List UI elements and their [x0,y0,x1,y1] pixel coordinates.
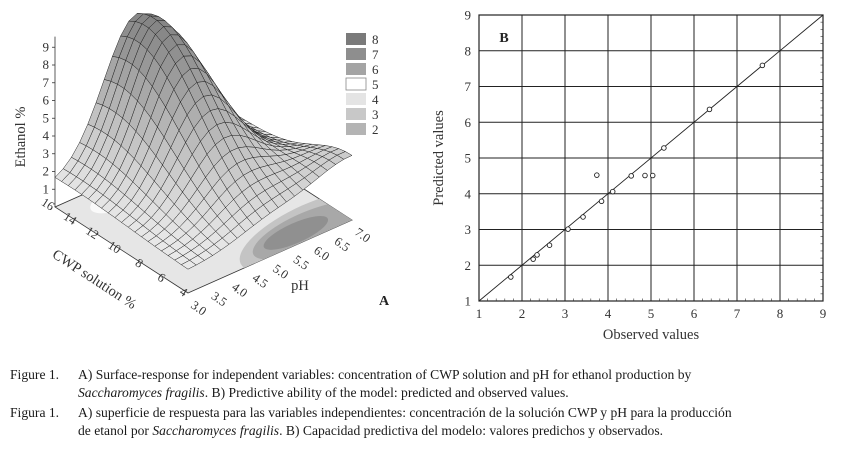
data-point [594,172,600,178]
data-point [661,145,667,151]
x-tick-label: 6 [691,306,698,321]
z-tick-label: 5 [43,110,50,125]
x-tick-label: 3 [562,306,569,321]
x-tick-label: 2 [519,306,526,321]
data-point [642,172,648,179]
scatter-plot-b: 1 2 3 4 5 6 7 8 9 1 2 3 4 5 6 7 8 9 Observed values Predict… [431,8,827,344]
legend-swatch [346,123,366,135]
legend-label: 4 [372,92,379,107]
caption-es: Figura 1. A) superficie de respuesta para… [10,404,732,440]
x-tick-label: 1 [476,306,483,321]
data-point [580,214,586,220]
legend-swatch [346,93,366,105]
y-tick-label: 3 [465,222,472,237]
y-tick-label: 6 [465,115,472,130]
legend-label: 2 [372,122,379,137]
x-tick-label: 9 [820,306,827,321]
caption-en-label: Figure 1. [10,367,60,382]
y-tick-label: 2 [465,258,472,273]
data-point [508,274,514,280]
caption-es-line2: . B) Capacidad predictiva del modelo: va… [279,423,664,438]
caption-es-species: Saccharomyces fragilis [152,423,280,438]
x-tick-label: 8 [777,306,784,321]
caption-en-line1: A) Surface-response for independent vari… [78,367,692,382]
z-tick-label: 2 [43,164,50,179]
legend-label: 3 [372,107,379,122]
z-tick-label: 1 [43,181,50,196]
x-axis-label: Observed values [603,327,700,343]
z-tick-label: 4 [43,128,50,143]
response-surface [54,13,353,270]
legend-swatch [346,48,366,60]
data-point [609,188,616,195]
y-axis-label: Predicted values [431,110,447,206]
y-tick-label: 9 [465,8,472,23]
legend-swatch [346,63,366,75]
data-point [759,62,766,69]
legend-swatch [346,33,366,45]
y-tick-label: 7 [465,79,472,94]
z-tick-label: 8 [43,57,50,72]
z-tick-label: 6 [43,93,50,108]
legend-label: 5 [372,77,379,92]
z-tick-label: 9 [43,39,50,54]
data-point [565,226,571,232]
legend-label: 6 [372,62,379,77]
panel-label-a: A [379,294,390,309]
caption-en-species: Saccharomyces fragilis [78,385,205,400]
surface-cell [180,260,197,270]
y-tick-label: 4 [465,186,472,201]
z-tick-label: 7 [43,75,50,90]
caption-en-line2: . B) Predictive ability of the model: pr… [204,385,569,400]
data-point [598,198,605,205]
x-tick-label: 7 [734,306,741,321]
x-tick-label: 5 [648,306,655,321]
ph-axis-label: pH [291,278,309,294]
legend-label: 7 [372,47,379,62]
caption-en: Figure 1. A) Surface-response for indepen… [10,366,691,402]
z-axis-label: Ethanol % [13,107,29,168]
legend-label: 8 [372,32,379,47]
caption-es-line2-pre: de etanol por [78,423,153,438]
data-point [546,242,553,248]
panel-label-b: B [499,31,508,46]
x-tick-label: 4 [605,306,612,321]
y-tick-label: 1 [465,294,472,309]
caption-es-line1: A) superficie de respuesta para las vari… [78,405,732,420]
contour-level-1 [263,215,329,250]
caption-es-label: Figura 1. [10,405,60,420]
z-tick-label: 3 [43,146,50,161]
y-tick-label: 5 [465,151,472,166]
data-point [628,173,634,179]
data-point [530,256,536,262]
legend-swatch [346,108,366,120]
data-point [534,252,540,258]
data-point [706,106,713,113]
legend-swatch [345,77,367,91]
y-tick-label: 8 [465,43,472,58]
data-point [649,172,656,179]
